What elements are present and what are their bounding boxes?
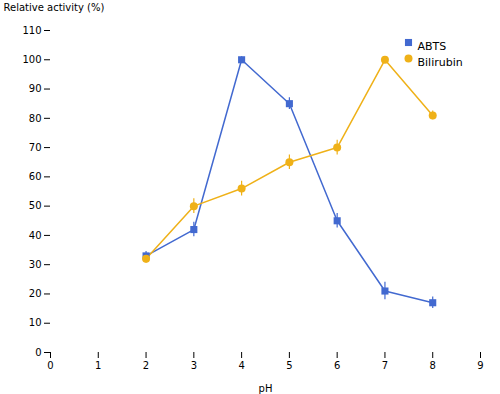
svg-text:9: 9 (477, 360, 483, 371)
svg-text:100: 100 (22, 54, 41, 65)
svg-text:0: 0 (47, 360, 53, 371)
svg-text:20: 20 (29, 288, 42, 299)
svg-text:2: 2 (143, 360, 149, 371)
svg-text:110: 110 (22, 25, 41, 36)
svg-text:5: 5 (286, 360, 292, 371)
svg-text:90: 90 (29, 83, 42, 94)
svg-text:50: 50 (29, 200, 42, 211)
svg-text:0: 0 (35, 347, 41, 358)
svg-text:3: 3 (191, 360, 197, 371)
svg-text:80: 80 (29, 113, 42, 124)
svg-text:7: 7 (382, 360, 388, 371)
svg-text:6: 6 (334, 360, 340, 371)
svg-text:8: 8 (430, 360, 436, 371)
svg-text:60: 60 (29, 171, 42, 182)
svg-text:1: 1 (95, 360, 101, 371)
svg-text:Bilirubin: Bilirubin (418, 56, 463, 69)
svg-text:30: 30 (29, 259, 42, 270)
svg-text:40: 40 (29, 230, 42, 241)
svg-text:Relative activity (%): Relative activity (%) (4, 2, 105, 13)
svg-text:70: 70 (29, 142, 42, 153)
svg-text:10: 10 (29, 317, 42, 328)
svg-text:pH: pH (259, 383, 273, 394)
svg-text:ABTS: ABTS (418, 40, 447, 53)
svg-text:4: 4 (238, 360, 244, 371)
